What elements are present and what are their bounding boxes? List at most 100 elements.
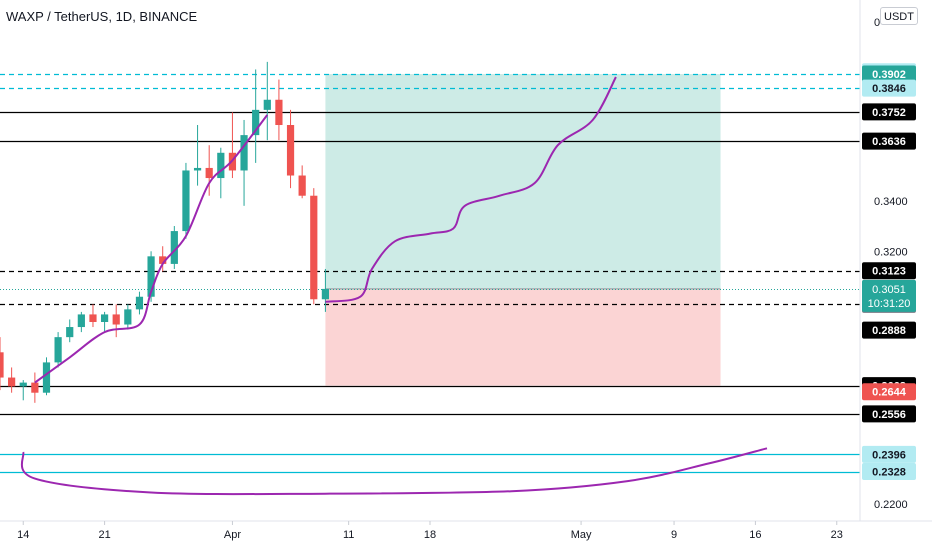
- x-tick-label: 23: [831, 529, 843, 541]
- candle-body: [240, 135, 248, 171]
- price-tag-label: 0.2644: [872, 387, 907, 399]
- x-tick-label: 18: [424, 529, 436, 541]
- chart-title: WAXP / TetherUS, 1D, BINANCE: [6, 9, 198, 24]
- candle: [252, 69, 260, 163]
- candle: [8, 367, 16, 393]
- drawn-paths: [20, 76, 768, 496]
- candle-body: [217, 152, 225, 179]
- candle: [159, 246, 167, 272]
- price-tag-label: 0.3636: [872, 136, 906, 148]
- candle-body: [89, 314, 97, 322]
- y-tick-label: 0.3400: [874, 196, 908, 208]
- candle-body: [298, 175, 306, 196]
- candle-body: [42, 362, 51, 393]
- price-tag: 0.2556: [862, 405, 916, 423]
- candle: [310, 188, 318, 305]
- x-tick-label: 9: [671, 529, 677, 541]
- candle-body: [205, 167, 213, 179]
- price-tag-label: 0.2396: [872, 449, 906, 461]
- x-tick-label: Apr: [224, 529, 241, 541]
- candle-body: [170, 231, 178, 264]
- x-tick-label: 16: [749, 529, 761, 541]
- candle: [31, 372, 39, 403]
- candle-body: [147, 256, 155, 297]
- price-tag: 0.2888: [862, 321, 916, 339]
- candle-body: [124, 309, 132, 325]
- candle-body: [77, 314, 85, 328]
- x-tick-label: 14: [17, 529, 29, 541]
- candle: [193, 125, 202, 186]
- price-tag-label: 0.3902: [872, 69, 906, 81]
- loss-zone: [325, 288, 721, 386]
- candle: [100, 311, 109, 333]
- position-zones: [325, 73, 721, 386]
- x-tick-label: 11: [343, 529, 354, 541]
- price-tag: 0.3902: [862, 65, 916, 83]
- time-axis[interactable]: 14 21 Apr 11 18 May 9 16 23: [17, 521, 843, 541]
- candle-body: [8, 377, 16, 387]
- candle: [77, 311, 85, 333]
- candle-body: [135, 296, 144, 310]
- last-price-tag-bg: [862, 279, 916, 312]
- x-tick-label: May: [571, 529, 592, 541]
- candle-body: [100, 314, 109, 322]
- candle: [124, 304, 132, 330]
- price-tag: 0.3752: [862, 103, 916, 121]
- countdown-label: 10:31:20: [868, 298, 911, 310]
- candle-body: [263, 99, 271, 110]
- candle-body: [182, 170, 190, 232]
- candle: [135, 291, 144, 315]
- y-tick-label: 0.3200: [874, 246, 908, 258]
- candle-body: [159, 256, 167, 264]
- projection-path: [325, 76, 617, 303]
- candle: [321, 268, 330, 312]
- candle-body: [0, 352, 4, 378]
- candle: [240, 119, 248, 206]
- price-tag: 0.3846: [862, 79, 916, 97]
- candle-body: [31, 382, 39, 393]
- last-price-tag: 0.3051 10:31:20: [862, 279, 916, 312]
- candle: [182, 162, 190, 239]
- price-tag: 0.3123: [862, 262, 916, 280]
- candle: [286, 109, 295, 189]
- last-price-label: 0.3051: [872, 284, 906, 296]
- candle-body: [286, 125, 295, 176]
- price-tag-bg: [862, 405, 916, 423]
- candle-body: [321, 288, 330, 300]
- price-tags: 0.39110.39020.38460.37520.36360.31230.29…: [862, 63, 916, 481]
- candle: [275, 79, 283, 141]
- support-trend-path: [34, 114, 269, 384]
- price-axis[interactable]: 0.3400 0.3200 0.2200: [874, 196, 908, 511]
- cup-path: [20, 447, 768, 496]
- price-tag: 0.2396: [862, 445, 916, 463]
- price-tag-label: 0.2556: [872, 409, 906, 421]
- candle-body: [310, 195, 318, 300]
- candle-body: [19, 382, 27, 387]
- candle-body: [275, 99, 283, 126]
- price-tag-bg: [862, 103, 916, 121]
- candle-body: [112, 314, 120, 325]
- price-tag-label: 0.3123: [872, 266, 906, 278]
- candle-body: [66, 327, 74, 338]
- price-tag-label: 0.2328: [872, 467, 906, 479]
- candle: [112, 304, 120, 338]
- candle: [298, 165, 306, 199]
- price-tag-bg: [862, 65, 916, 83]
- price-tag-bg: [862, 445, 916, 463]
- x-tick-label: 21: [98, 529, 110, 541]
- price-tag: 0.3636: [862, 132, 916, 150]
- candle: [42, 357, 51, 396]
- horizontal-levels: [0, 73, 860, 474]
- candle: [217, 147, 225, 199]
- price-tag-bg: [862, 321, 916, 339]
- candle: [66, 319, 74, 343]
- candle-body: [193, 167, 202, 171]
- price-tag-label: 0.3752: [872, 107, 906, 119]
- candles: [0, 61, 330, 403]
- candle: [0, 337, 4, 391]
- candle: [263, 61, 271, 141]
- currency-button[interactable]: USDT: [880, 7, 918, 25]
- price-tag: 0.2644: [862, 383, 916, 401]
